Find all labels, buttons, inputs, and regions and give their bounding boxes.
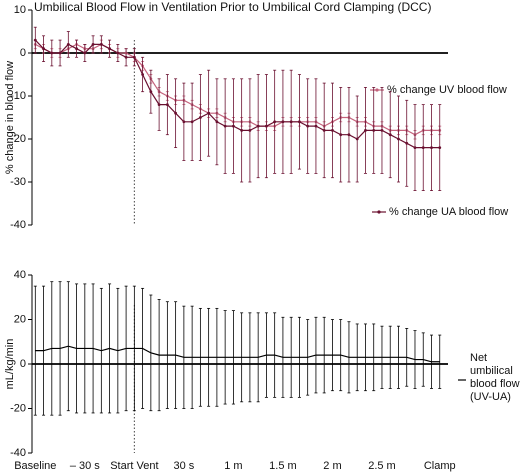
data-point <box>306 124 310 128</box>
data-point <box>265 124 268 128</box>
data-point <box>248 129 252 132</box>
y-axis-label: % change in blood flow <box>4 61 16 174</box>
data-point <box>314 124 318 128</box>
data-point <box>413 146 417 150</box>
data-point <box>174 111 178 115</box>
data-point <box>298 120 301 124</box>
data-point <box>132 55 136 59</box>
data-point <box>91 43 95 46</box>
x-tick-label: Clamp <box>424 460 456 472</box>
data-point <box>215 120 219 124</box>
data-point <box>83 51 87 55</box>
x-tick-label: Baseline <box>14 460 56 472</box>
data-point <box>75 47 78 51</box>
legend-swatch <box>375 88 379 92</box>
data-point <box>421 146 425 150</box>
data-point <box>430 146 433 150</box>
data-point <box>289 120 293 124</box>
data-line <box>35 345 440 363</box>
data-point <box>223 124 227 128</box>
legend-label: % change UA blood flow <box>389 206 508 218</box>
data-point <box>99 43 103 46</box>
data-point <box>273 120 277 124</box>
x-tick-label: 2.5 m <box>368 460 396 472</box>
data-point <box>116 51 120 55</box>
data-point <box>182 120 186 124</box>
y-tick-label: -40 <box>10 219 26 231</box>
y-tick-label: 0 <box>20 358 26 370</box>
x-tick-label: – 30 s <box>70 460 100 472</box>
y-tick-label: -30 <box>10 176 26 188</box>
data-point <box>149 90 153 94</box>
y-tick-label: 0 <box>20 47 26 59</box>
data-point <box>50 51 54 55</box>
data-line <box>34 39 440 149</box>
data-point <box>364 129 367 132</box>
data-point <box>231 124 235 128</box>
data-point <box>108 47 111 51</box>
data-point <box>322 129 326 132</box>
data-point <box>256 124 260 128</box>
x-tick-label: 1 m <box>224 460 242 472</box>
legend-label: % change UV blood flow <box>387 84 507 96</box>
y-tick-label: -10 <box>10 90 26 102</box>
y-tick-label: -20 <box>10 133 26 145</box>
data-point <box>372 129 376 132</box>
data-point <box>405 141 409 145</box>
data-point <box>58 51 62 55</box>
data-point <box>33 38 37 42</box>
data-point <box>347 133 351 137</box>
chart-title: Umbilical Blood Flow in Ventilation Prio… <box>34 0 431 14</box>
x-tick-label: 2 m <box>323 460 341 472</box>
legend-swatch <box>377 210 381 214</box>
data-point <box>124 55 128 59</box>
x-tick-label: 1.5 m <box>269 460 297 472</box>
y-tick-label: -40 <box>10 447 26 459</box>
data-point <box>42 47 45 51</box>
data-point <box>141 73 145 76</box>
data-point <box>331 129 334 132</box>
y-axis-label: mL/kg/min <box>4 339 16 390</box>
y-tick-label: -20 <box>10 402 26 414</box>
data-point <box>281 120 285 124</box>
x-tick-label: 30 s <box>173 460 194 472</box>
y-tick-label: 10 <box>14 4 26 16</box>
y-tick-label: 20 <box>14 313 26 325</box>
data-point <box>190 120 194 124</box>
data-point <box>339 133 343 137</box>
data-point <box>198 116 202 119</box>
y-tick-label: 40 <box>14 269 26 281</box>
data-point <box>355 137 359 141</box>
data-point <box>66 43 70 46</box>
data-point <box>388 133 392 137</box>
data-point <box>165 103 169 106</box>
data-point <box>207 111 211 115</box>
data-point <box>157 103 161 106</box>
data-point <box>438 146 442 150</box>
x-tick-label: Start Vent <box>110 460 158 472</box>
data-point <box>397 137 400 141</box>
data-point <box>240 129 244 132</box>
legend-label: Net umbilical blood flow (UV-UA) <box>470 352 520 403</box>
data-point <box>380 129 384 132</box>
